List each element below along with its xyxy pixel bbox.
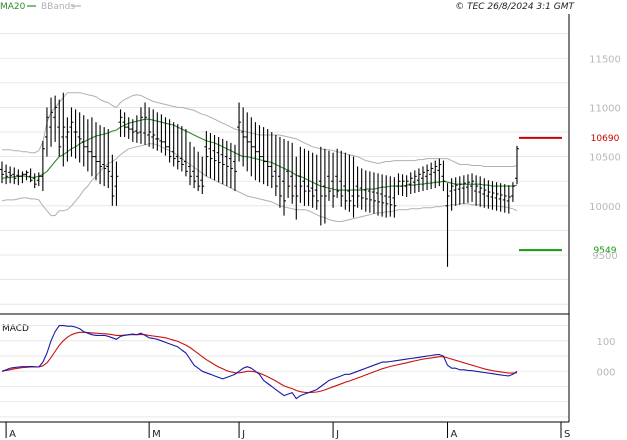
macd-tick-label: 100 <box>596 337 615 348</box>
price-tick-label: 10000 <box>589 202 621 213</box>
x-tick-label: S <box>564 429 570 440</box>
macd-line <box>1 325 518 400</box>
price-level-label: 9549 <box>594 246 617 256</box>
macd-signal-line <box>1 331 518 394</box>
price-panel: 10690 9549 11500 11000 10500 10000 9500 <box>0 14 621 314</box>
x-tick-label: J <box>335 429 339 440</box>
macd-y-axis: 100 000 <box>596 337 615 378</box>
macd-lines <box>1 325 518 400</box>
bbands-lower-line <box>1 143 518 222</box>
chart-credit: © TEC 26/8/2024 3:1 GMT <box>455 2 575 12</box>
macd-panel: MACD 100 000 <box>0 324 616 418</box>
price-tick-label: 11000 <box>589 103 621 114</box>
macd-title: MACD <box>2 324 29 334</box>
macd-gridlines <box>0 325 569 418</box>
price-y-axis: 11500 11000 10500 10000 9500 <box>589 54 621 262</box>
chart-header: MA20 BBands © TEC 26/8/2024 3:1 GMT <box>0 2 576 12</box>
price-level-label: 10690 <box>591 134 620 144</box>
price-tick-label: 11500 <box>589 54 621 65</box>
price-tick-label: 9500 <box>592 251 617 262</box>
price-levels: 10690 9549 <box>519 134 620 256</box>
ohlc-bars <box>0 92 519 267</box>
legend-ma20-label: MA20 <box>0 2 26 12</box>
price-tick-label: 10500 <box>589 153 621 164</box>
x-tick-label: A <box>451 429 458 440</box>
legend-bbands-label: BBands <box>41 2 75 12</box>
x-tick-label: A <box>9 429 16 440</box>
macd-tick-label: 000 <box>596 367 615 378</box>
x-tick-label: M <box>152 429 161 440</box>
x-tick-label: J <box>241 429 245 440</box>
